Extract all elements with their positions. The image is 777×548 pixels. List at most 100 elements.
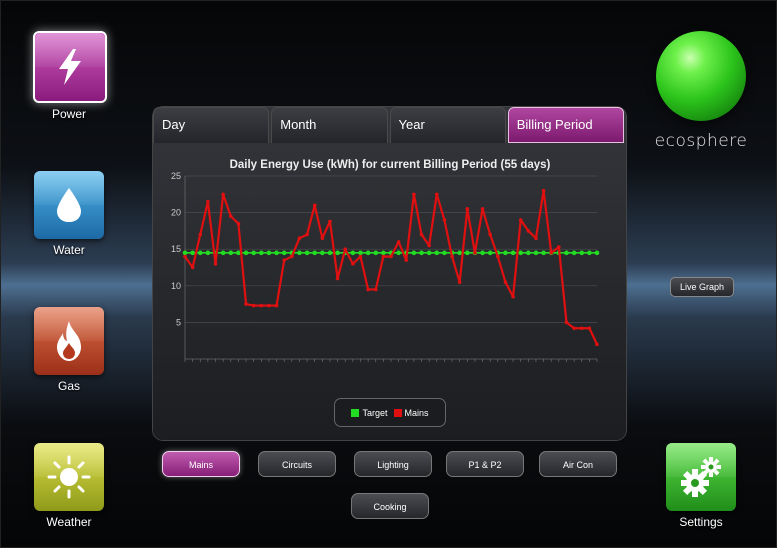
tab-day[interactable]: Day: [153, 107, 270, 143]
data-point-mains: [228, 214, 233, 219]
data-point-mains: [465, 207, 470, 211]
circuit-button-p1-p2[interactable]: P1 & P2: [446, 451, 524, 477]
data-point-target: [518, 250, 524, 256]
y-tick-label: 20: [171, 208, 181, 218]
chart-grid: [184, 175, 597, 360]
live-graph-button[interactable]: Live Graph: [670, 277, 734, 297]
data-point-mains: [541, 188, 546, 193]
data-point-target: [220, 250, 226, 256]
data-point-mains: [396, 240, 401, 244]
data-point-target: [243, 250, 249, 256]
data-point-target: [579, 250, 585, 256]
data-point-target: [335, 250, 340, 256]
data-point-mains: [183, 254, 187, 259]
data-point-mains: [259, 303, 264, 308]
data-point-mains: [442, 218, 447, 222]
circuit-button-circuits[interactable]: Circuits: [258, 451, 336, 477]
y-tick-label: 15: [171, 244, 181, 254]
data-point-mains: [526, 229, 531, 233]
data-point-mains: [305, 232, 309, 237]
y-tick-label: 25: [171, 171, 181, 181]
data-point-target: [258, 250, 264, 256]
data-point-target: [426, 250, 432, 256]
data-point-mains: [473, 251, 477, 255]
data-point-target: [571, 250, 577, 256]
data-point-target: [373, 250, 379, 256]
data-point-mains: [549, 251, 554, 255]
series-mains: [183, 188, 599, 347]
data-point-target: [487, 250, 493, 256]
data-point-mains: [534, 236, 538, 241]
sidebar-item-water[interactable]: Water: [33, 171, 105, 257]
data-point-target: [320, 250, 325, 256]
brand-name: ecosphere: [654, 131, 748, 151]
circuit-button-mains[interactable]: Mains: [162, 451, 240, 477]
data-point-target: [197, 250, 203, 256]
period-tabs: Day Month Year Billing Period: [153, 107, 626, 143]
data-point-mains: [343, 247, 348, 251]
data-point-target: [297, 250, 302, 256]
data-point-target: [327, 250, 333, 256]
tab-year[interactable]: Year: [389, 107, 506, 143]
circuit-button-cooking[interactable]: Cooking: [351, 493, 429, 519]
sidebar-item-label: Water: [53, 243, 85, 257]
sidebar-item-label: Gas: [57, 379, 80, 393]
circuit-button-air-con[interactable]: Air Con: [539, 451, 617, 477]
sidebar-item-gas[interactable]: Gas: [33, 307, 105, 393]
data-point-mains: [244, 302, 248, 306]
data-point-target: [396, 250, 401, 256]
data-point-mains: [557, 245, 561, 249]
sidebar-item-power[interactable]: Power: [33, 31, 107, 121]
legend-label-mains: Mains: [404, 407, 429, 418]
data-point-target: [236, 250, 241, 256]
flame-icon: [57, 321, 81, 361]
data-point-mains: [511, 294, 515, 299]
y-tick-label: 10: [171, 281, 181, 291]
y-tick-label: 5: [176, 317, 181, 327]
data-point-mains: [312, 203, 317, 208]
weather-tile: [34, 443, 104, 511]
sidebar-item-weather[interactable]: Weather: [33, 443, 105, 529]
data-point-mains: [274, 303, 279, 308]
legend-item-target: Target: [351, 408, 388, 418]
data-point-mains: [518, 218, 523, 222]
chart-title: Daily Energy Use (kWh) for current Billi…: [230, 159, 551, 171]
data-point-mains: [351, 262, 355, 266]
tab-billing-period[interactable]: Billing Period: [507, 107, 624, 143]
series-line-mains: [184, 189, 598, 345]
data-point-mains: [404, 258, 409, 262]
sidebar-item-label: Weather: [46, 515, 92, 529]
data-point-target: [251, 250, 256, 256]
sidebar-item-label: Power: [51, 107, 86, 121]
data-point-mains: [579, 326, 584, 331]
data-point-target: [358, 250, 363, 256]
data-point-target: [182, 250, 188, 256]
data-point-mains: [503, 280, 508, 284]
x-axis-ticks: [184, 359, 598, 362]
data-point-target: [503, 250, 508, 256]
data-point-mains: [450, 254, 454, 259]
data-point-mains: [381, 254, 386, 259]
circuit-button-lighting[interactable]: Lighting: [354, 451, 432, 477]
graph-panel: [153, 107, 626, 440]
settings-button[interactable]: Settings: [665, 443, 737, 529]
data-point-mains: [198, 232, 203, 237]
data-point-target: [304, 250, 310, 256]
legend-swatch-target: [351, 409, 360, 418]
data-point-mains: [412, 192, 416, 197]
data-point-mains: [434, 192, 439, 197]
data-point-target: [533, 250, 539, 256]
data-point-mains: [236, 221, 241, 226]
data-point-target: [190, 250, 195, 256]
series-target: [182, 250, 600, 256]
data-point-target: [457, 250, 462, 256]
ecosphere-orb-logo: [656, 31, 746, 121]
data-point-target: [541, 250, 546, 256]
tab-month[interactable]: Month: [271, 107, 388, 143]
energy-chart: Daily Energy Use (kWh) for current Billi…: [165, 151, 615, 391]
data-point-target: [365, 250, 371, 256]
data-point-mains: [480, 207, 485, 211]
data-point-mains: [213, 262, 218, 266]
data-point-mains: [389, 254, 393, 259]
data-point-mains: [572, 326, 576, 331]
